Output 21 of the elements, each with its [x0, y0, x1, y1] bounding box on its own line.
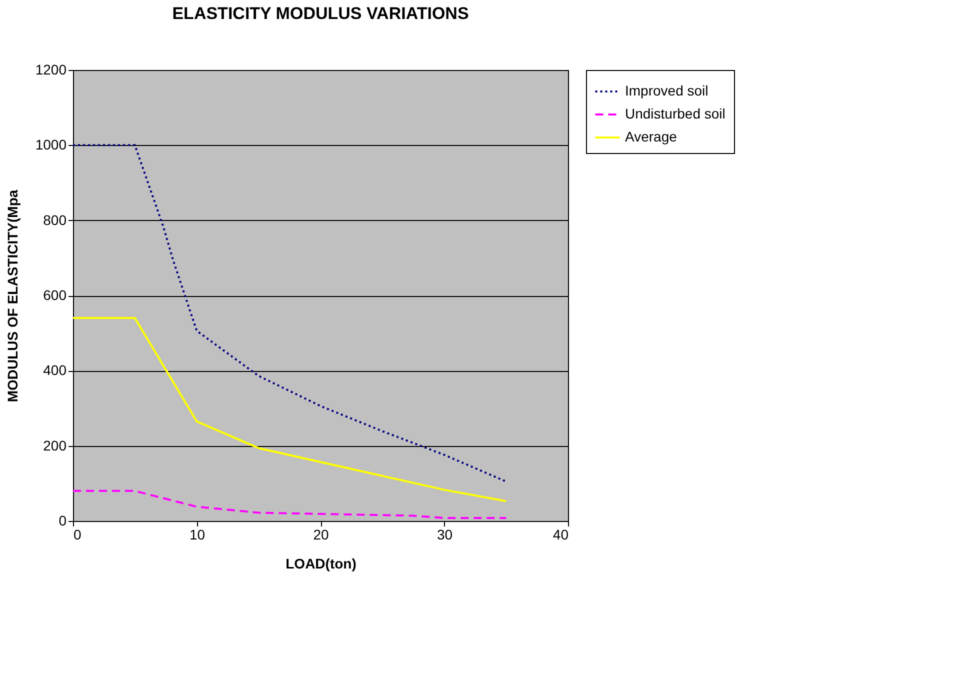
y-tick-label: 1000 [35, 136, 67, 153]
x-tick-label: 10 [189, 526, 206, 542]
y-axis-title: MODULUS OF ELASTICITY(Mpa [4, 190, 20, 402]
x-tick-label: 30 [436, 526, 453, 542]
y-tick-label: 1200 [35, 62, 67, 78]
y-tick-label: 400 [43, 362, 67, 378]
y-tick-label: 200 [43, 437, 67, 454]
y-tick-label: 800 [43, 212, 67, 228]
x-tick-label: 40 [552, 526, 569, 542]
legend-label: Improved soil [625, 82, 708, 98]
line-series [72, 144, 508, 483]
chart-title: ELASTICITY MODULUS VARIATIONS [172, 4, 469, 23]
x-tick-label: 0 [74, 526, 82, 542]
line-series [72, 317, 508, 502]
legend-label: Undisturbed soil [625, 106, 726, 122]
y-tick-label: 600 [43, 287, 67, 303]
legend-label: Average [625, 128, 678, 144]
x-axis-title: LOAD(ton) [286, 556, 356, 572]
y-tick-label: 0 [58, 512, 67, 528]
x-tick-label: 20 [313, 526, 329, 542]
line-series [72, 490, 508, 519]
